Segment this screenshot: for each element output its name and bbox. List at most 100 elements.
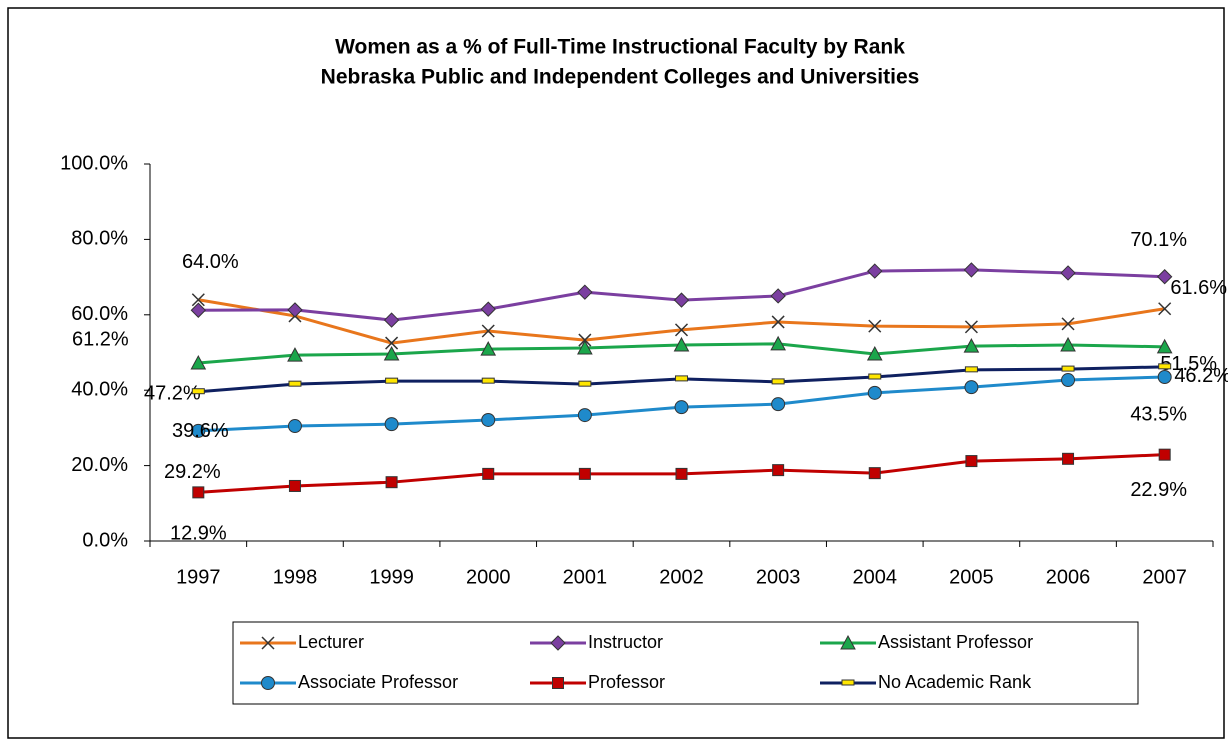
marker (772, 464, 785, 477)
marker (385, 476, 398, 489)
marker (481, 324, 495, 338)
marker (964, 380, 979, 395)
marker (771, 397, 786, 412)
y-tick-label: 60.0% (71, 303, 128, 325)
data-label: 70.1% (1130, 229, 1187, 251)
marker (1156, 269, 1173, 285)
marker (964, 320, 978, 334)
marker (771, 378, 785, 385)
marker (1062, 452, 1075, 465)
x-tick-label: 2000 (466, 566, 511, 588)
chart-subtitle: Nebraska Public and Independent Colleges… (321, 66, 920, 89)
marker (577, 339, 593, 355)
legend-label: Associate Professor (298, 672, 458, 692)
marker (965, 455, 978, 468)
marker (770, 288, 786, 304)
legend-label: No Academic Rank (878, 672, 1032, 692)
marker (770, 335, 786, 351)
data-label: 61.2% (72, 329, 129, 351)
marker (577, 284, 593, 300)
data-label: 29.2% (164, 461, 221, 483)
x-tick-label: 1999 (369, 566, 414, 588)
marker (1061, 317, 1075, 331)
x-tick-label: 2001 (563, 566, 608, 588)
y-tick-label: 20.0% (71, 454, 128, 476)
marker (287, 419, 302, 434)
legend-box (232, 621, 1139, 705)
marker (963, 262, 980, 278)
marker (578, 380, 592, 387)
marker (578, 467, 591, 480)
marker (1061, 373, 1076, 388)
data-label: 46.2% (1174, 365, 1228, 387)
marker (1061, 365, 1075, 372)
y-tick-label: 100.0% (60, 152, 128, 174)
marker (261, 676, 275, 690)
legend-label: Instructor (588, 632, 663, 652)
marker (190, 355, 207, 370)
marker (191, 388, 205, 395)
marker (868, 373, 882, 380)
x-tick-label: 2004 (853, 566, 898, 588)
marker (385, 377, 399, 384)
data-label: 61.6% (1170, 277, 1227, 299)
y-tick-label: 0.0% (82, 529, 128, 551)
marker (550, 635, 566, 651)
data-label: 43.5% (1130, 403, 1187, 425)
marker (1156, 338, 1173, 354)
data-label: 47.2% (144, 382, 201, 404)
x-tick-label: 1997 (176, 566, 221, 588)
marker (288, 380, 302, 387)
marker (383, 312, 400, 328)
marker (480, 341, 497, 356)
marker (385, 336, 399, 350)
data-label: 51.5% (1160, 353, 1217, 375)
marker (964, 366, 978, 373)
x-tick-label: 2002 (659, 566, 704, 588)
y-tick-label: 80.0% (71, 228, 128, 250)
marker (963, 338, 980, 353)
data-label: 12.9% (170, 523, 227, 545)
marker (287, 347, 303, 362)
marker (675, 467, 688, 480)
marker (771, 315, 785, 329)
marker (1060, 265, 1076, 281)
x-tick-label: 2006 (1046, 566, 1091, 588)
legend-label: Assistant Professor (878, 632, 1033, 652)
marker (480, 301, 496, 317)
marker (481, 412, 496, 427)
y-tick-label: 40.0% (71, 378, 128, 400)
marker (867, 263, 883, 279)
legend-label: Lecturer (298, 632, 364, 652)
marker (481, 377, 495, 384)
marker (673, 292, 690, 308)
chart-title: Women as a % of Full-Time Instructional … (335, 36, 905, 59)
x-tick-label: 2005 (949, 566, 994, 588)
data-label: 39.6% (172, 420, 229, 442)
x-tick-label: 2007 (1142, 566, 1187, 588)
data-label: 22.9% (1130, 479, 1187, 501)
marker (287, 302, 303, 318)
marker (1158, 363, 1172, 370)
marker (384, 417, 399, 432)
marker (192, 486, 205, 499)
marker (867, 385, 882, 400)
marker (674, 400, 689, 415)
marker (1157, 370, 1172, 385)
chart-border (7, 7, 1225, 739)
marker (675, 375, 688, 382)
marker (383, 345, 400, 361)
marker (191, 423, 206, 438)
legend-label: Professor (588, 672, 665, 692)
marker (868, 467, 881, 480)
marker (673, 336, 690, 352)
x-tick-label: 1998 (273, 566, 318, 588)
marker (840, 634, 856, 650)
marker (288, 479, 301, 492)
marker (552, 677, 564, 689)
marker (1158, 448, 1171, 461)
marker (261, 636, 275, 650)
marker (482, 467, 495, 480)
marker (841, 679, 855, 686)
